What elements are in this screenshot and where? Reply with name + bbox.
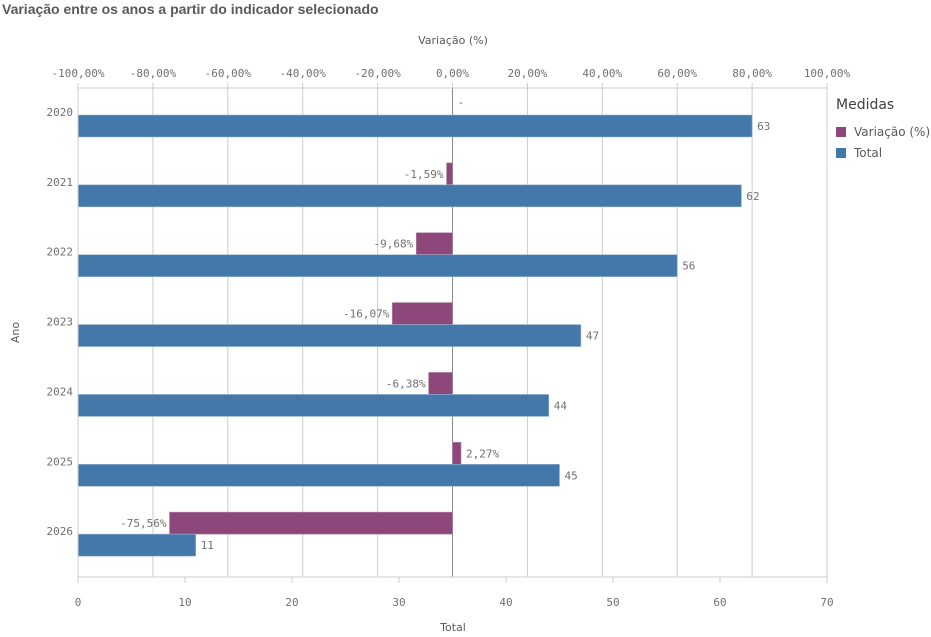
category-label: 2021 — [47, 176, 74, 189]
category-label: 2025 — [47, 455, 74, 468]
data-label-variacao: -6,38% — [386, 377, 426, 390]
bar-variacao — [169, 511, 453, 535]
bar-variacao — [452, 441, 462, 465]
bar-variacao — [392, 302, 453, 325]
category-label: 2023 — [47, 316, 74, 329]
top-tick-label: 0,00% — [436, 67, 469, 80]
top-tick-label: 60,00% — [657, 67, 697, 80]
data-label-variacao: - — [458, 96, 465, 109]
category-label: 2022 — [47, 246, 74, 259]
data-label-total: 63 — [757, 120, 770, 133]
legend-swatch — [836, 148, 846, 158]
data-label-variacao: -16,07% — [343, 308, 390, 321]
data-label-variacao: -9,68% — [373, 238, 413, 251]
top-tick-label: 40,00% — [582, 67, 622, 80]
bottom-tick-label: 0 — [75, 596, 82, 609]
bar-total — [77, 324, 582, 347]
category-label: 2024 — [47, 385, 74, 398]
top-tick-label: -40,00% — [280, 67, 327, 80]
legend-label: Variação (%) — [854, 125, 930, 139]
bar-variacao — [446, 162, 453, 186]
bar-variacao — [415, 232, 453, 256]
top-tick-label: 20,00% — [508, 67, 548, 80]
axes: -100,00% -80,00% -60,00% -40,00% -20,00% 0,00… — [9, 34, 851, 634]
legend-swatch — [836, 127, 846, 137]
legend-label: Total — [853, 146, 882, 160]
bottom-tick-label: 30 — [392, 596, 405, 609]
bar-total — [77, 463, 560, 487]
chart-title: Variação entre os anos a partir do indic… — [2, 1, 379, 17]
bottom-tick-label: 60 — [713, 596, 726, 609]
bar-total — [77, 114, 753, 138]
data-label-variacao: -75,56% — [120, 517, 167, 530]
bar-variacao — [428, 372, 453, 395]
bottom-tick-label: 40 — [499, 596, 512, 609]
top-tick-label: 80,00% — [732, 67, 772, 80]
data-label-total: 56 — [682, 260, 695, 273]
y-axis-title: Ano — [9, 322, 22, 343]
top-tick-label: 100,00% — [804, 67, 851, 80]
data-label-total: 47 — [586, 330, 599, 343]
bar-total — [77, 254, 678, 278]
data-label-total: 44 — [554, 399, 568, 412]
legend-title: Medidas — [836, 97, 894, 113]
legend: Medidas Variação (%) Total — [836, 97, 930, 160]
category-label: 2026 — [47, 525, 74, 538]
bottom-tick-label: 20 — [285, 596, 298, 609]
top-tick-label: -60,00% — [205, 67, 252, 80]
data-label-total: 11 — [201, 539, 214, 552]
bar-total — [77, 533, 196, 557]
bar-total — [77, 184, 742, 208]
data-label-variacao: -1,59% — [404, 168, 444, 181]
data-label-total: 62 — [746, 190, 759, 203]
top-tick-label: -20,00% — [354, 67, 401, 80]
top-tick-label: -80,00% — [130, 67, 177, 80]
top-axis-title: Variação (%) — [418, 34, 488, 47]
bottom-tick-label: 50 — [606, 596, 619, 609]
bars: - 63 -1,59% 62 -9,68% 56 -16,07% 47 -6,38% 44 2,27… — [77, 96, 770, 557]
data-label-total: 45 — [565, 469, 578, 482]
bottom-tick-label: 70 — [820, 596, 833, 609]
top-tick-label: -100,00% — [52, 67, 105, 80]
data-label-variacao: 2,27% — [466, 447, 499, 460]
category-label: 2020 — [47, 106, 74, 119]
bottom-tick-label: 10 — [178, 596, 191, 609]
bottom-axis-title: Total — [439, 621, 466, 634]
bar-total — [77, 394, 550, 417]
